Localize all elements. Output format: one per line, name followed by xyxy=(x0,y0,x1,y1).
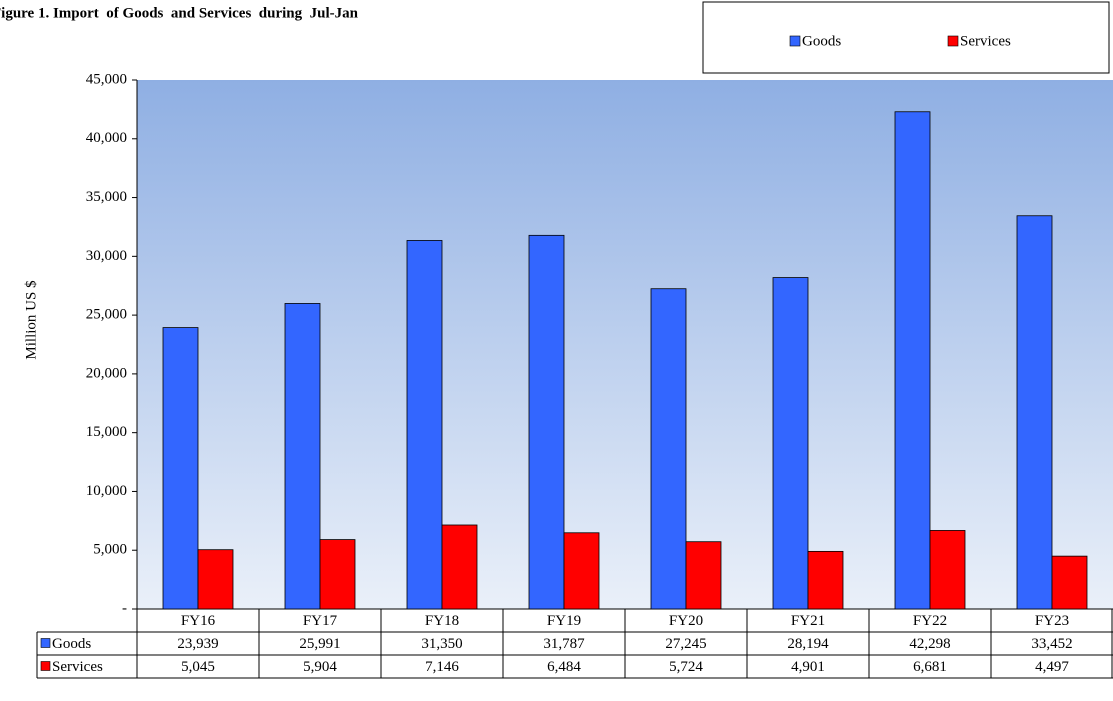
bar xyxy=(284,303,321,610)
bar xyxy=(528,234,565,610)
table-value: 42,298 xyxy=(909,636,950,652)
bar xyxy=(197,549,234,610)
table-value: 4,497 xyxy=(1035,659,1069,675)
x-tick-label: FY20 xyxy=(669,613,703,629)
bar xyxy=(319,539,356,610)
y-tick-label: - xyxy=(122,600,127,616)
legend-label: Goods xyxy=(802,33,841,49)
bar xyxy=(162,327,199,610)
bar xyxy=(772,277,809,610)
table-value: 6,484 xyxy=(547,659,581,675)
y-axis-label: Million US $ xyxy=(23,280,39,360)
legend-box xyxy=(702,1,1110,74)
chart-title: Figure 1. Import of Goods and Services d… xyxy=(0,5,359,21)
bar xyxy=(807,550,844,610)
bar xyxy=(894,111,931,610)
table-legend-key xyxy=(40,638,51,648)
bar xyxy=(441,524,478,610)
table-value: 7,146 xyxy=(425,659,459,675)
x-tick-label: FY21 xyxy=(791,613,825,629)
table-value: 31,350 xyxy=(421,636,462,652)
bar xyxy=(1016,215,1053,610)
y-tick-label: 45,000 xyxy=(86,71,127,87)
x-tick-label: FY17 xyxy=(303,613,338,629)
legend-key xyxy=(789,35,801,47)
table-value: 33,452 xyxy=(1031,636,1072,652)
table-value: 5,904 xyxy=(303,659,337,675)
bar xyxy=(1051,555,1088,610)
x-tick-label: FY18 xyxy=(425,613,459,629)
table-value: 23,939 xyxy=(177,636,218,652)
x-tick-label: FY23 xyxy=(1035,613,1069,629)
table-value: 4,901 xyxy=(791,659,825,675)
y-tick-label: 15,000 xyxy=(86,424,127,440)
bar xyxy=(406,240,443,610)
y-tick-label: 5,000 xyxy=(93,542,127,558)
table-value: 6,681 xyxy=(913,659,947,675)
y-tick-label: 25,000 xyxy=(86,307,127,323)
y-tick-label: 20,000 xyxy=(86,365,127,381)
table-value: 27,245 xyxy=(665,636,706,652)
table-value: 31,787 xyxy=(543,636,585,652)
table-value: 5,045 xyxy=(181,659,215,675)
bar xyxy=(563,532,600,610)
table-value: 5,724 xyxy=(669,659,703,675)
y-tick-label: 10,000 xyxy=(86,483,127,499)
y-tick-label: 35,000 xyxy=(86,189,127,205)
bar xyxy=(650,288,687,610)
x-tick-label: FY22 xyxy=(913,613,947,629)
plot-area xyxy=(137,80,1113,609)
table-value: 25,991 xyxy=(299,636,340,652)
y-tick-label: 40,000 xyxy=(86,130,127,146)
y-tick-label: 30,000 xyxy=(86,248,127,264)
legend-key xyxy=(947,35,959,47)
table-series-name: Services xyxy=(52,659,103,675)
table-value: 28,194 xyxy=(787,636,829,652)
bar xyxy=(929,530,966,610)
table-legend-key xyxy=(40,661,51,671)
x-tick-label: FY16 xyxy=(181,613,216,629)
x-tick-label: FY19 xyxy=(547,613,581,629)
table-series-name: Goods xyxy=(52,636,91,652)
bar xyxy=(685,541,722,610)
legend-label: Services xyxy=(960,33,1011,49)
